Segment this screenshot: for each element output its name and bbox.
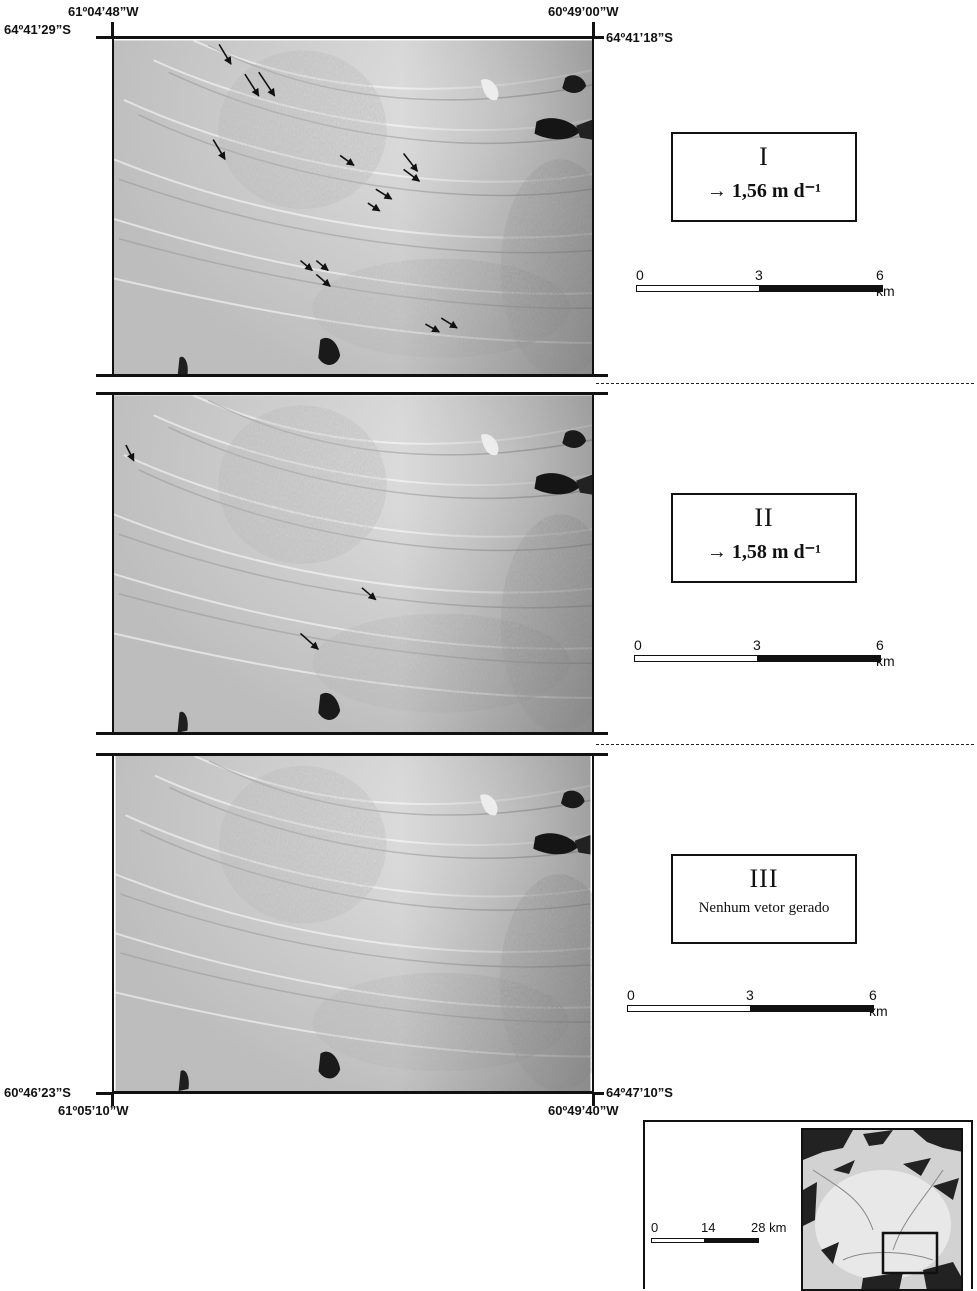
scale-bar-3-tick-0: 0: [627, 987, 635, 1003]
scale-bar-2-tick-end: 6 km: [876, 637, 895, 669]
scale-bar-2-tick-0: 0: [634, 637, 642, 653]
locator-scale-white: [651, 1238, 705, 1243]
scale-bar-2: 0 3 6 km: [634, 637, 895, 669]
bottom-right-latitude: 64º47’10”S: [606, 1085, 673, 1100]
separator-dashed-1: [596, 383, 974, 384]
panel-1-bottom-border: [96, 374, 608, 377]
panel-3-label-box: III Nenhum vetor gerado: [671, 854, 857, 944]
tick-right-top: [592, 36, 604, 39]
scale-bar-1: 0 3 6 km: [636, 267, 895, 299]
locator-scale-bar: 0 14 28 km: [651, 1220, 801, 1250]
top-left-latitude: 64º41’29”S: [4, 22, 71, 37]
tick-bottom-left: [111, 1092, 114, 1106]
top-left-longitude: 61º04’48”W: [68, 4, 139, 19]
scale-bar-2-black-segment: [757, 655, 881, 662]
locator-satellite-image: [801, 1128, 963, 1291]
scale-bar-3-tick-mid: 3: [746, 987, 754, 1003]
scale-bar-1-white-segment: [636, 285, 760, 292]
panel-3-top-border: [96, 753, 608, 756]
panel-2-bottom-border: [96, 732, 608, 735]
scale-bar-1-tick-0: 0: [636, 267, 644, 283]
bottom-right-longitude: 60º49’40”W: [548, 1103, 619, 1118]
locator-map-inset: 0 14 28 km: [643, 1120, 973, 1291]
tick-top-left: [111, 22, 114, 38]
scale-bar-3-white-segment: [627, 1005, 751, 1012]
panel-gap-2: [112, 735, 594, 753]
scale-bar-1-tick-mid: 3: [755, 267, 763, 283]
locator-scale-tick-0: 0: [651, 1220, 659, 1235]
panel-2-velocity: → 1,58 m d⁻¹: [706, 541, 822, 563]
panel-1-label: I: [759, 142, 769, 171]
scale-bar-3-tick-end: 6 km: [869, 987, 888, 1019]
velocity-vectors: [125, 444, 377, 650]
locator-scale-tick-mid: 14: [701, 1220, 716, 1235]
panel-3-label: III: [749, 864, 779, 893]
scale-bar-3-black-segment: [750, 1005, 874, 1012]
top-right-latitude: 64º41’18”S: [606, 30, 673, 45]
satellite-image-panel-3: [112, 756, 594, 1094]
tick-top-right: [592, 22, 595, 38]
bottom-left-longitude: 61º05’10”W: [58, 1103, 129, 1118]
panel-2-label-box: II → 1,58 m d⁻¹: [671, 493, 857, 583]
scale-bar-3: 0 3 6 km: [627, 987, 888, 1019]
bottom-left-latitude: 60º46’23”S: [4, 1085, 71, 1100]
separator-dashed-2: [596, 744, 974, 745]
tick-left-top: [96, 36, 114, 39]
locator-scale-tick-end: 28 km: [751, 1220, 787, 1235]
scale-bar-1-black-segment: [759, 285, 883, 292]
tick-left-bottom: [96, 1092, 114, 1095]
satellite-image-panel-2: [112, 395, 594, 733]
panel-3-note: Nenhum vetor gerado: [698, 900, 830, 916]
satellite-image-panel-1: [112, 36, 594, 376]
tick-bottom-right: [592, 1092, 595, 1106]
top-right-longitude: 60º49’00”W: [548, 4, 619, 19]
tick-right-bottom: [592, 1092, 604, 1095]
locator-study-area-box: [881, 1231, 939, 1275]
panel-1-label-box: I → 1,56 m d⁻¹: [671, 132, 857, 222]
scale-bar-2-white-segment: [634, 655, 758, 662]
panel-2-label: II: [754, 503, 774, 532]
scale-bar-1-tick-end: 6 km: [876, 267, 895, 299]
scale-bar-2-tick-mid: 3: [753, 637, 761, 653]
panel-2-top-border: [96, 392, 608, 395]
panel-gap-1: [112, 377, 594, 393]
locator-scale-black: [704, 1238, 759, 1243]
panel-1-velocity: → 1,56 m d⁻¹: [706, 180, 822, 202]
velocity-vectors: [212, 43, 458, 333]
